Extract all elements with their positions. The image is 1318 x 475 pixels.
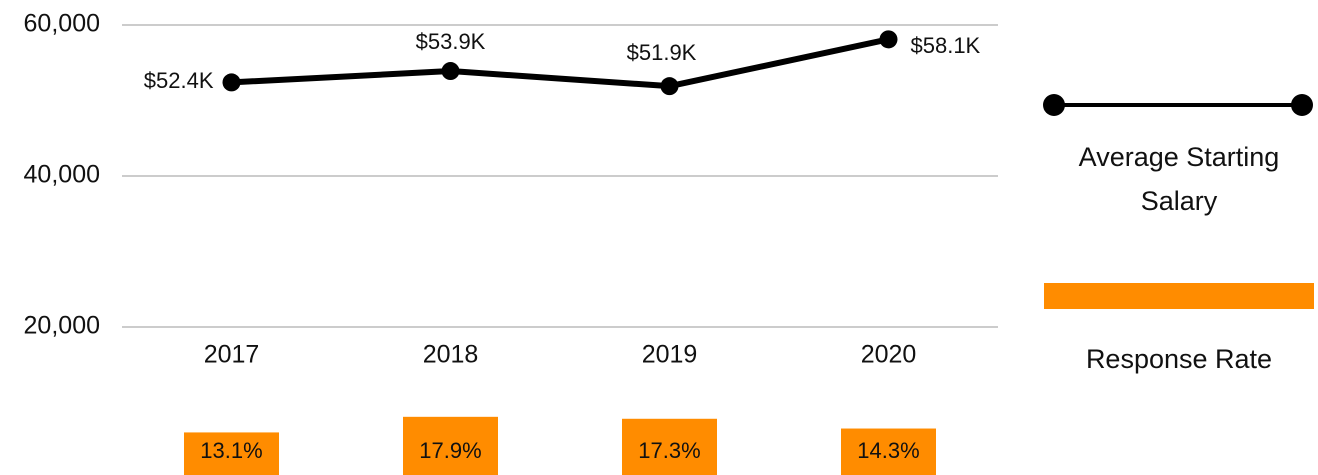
bar (622, 418, 717, 475)
point (441, 62, 460, 81)
x-tick-label: 2017 (204, 341, 260, 369)
legend-swatch (1044, 283, 1314, 309)
legend-label: Response Rate (1085, 344, 1273, 374)
data-label: 14.3% (857, 438, 919, 463)
point (222, 73, 241, 92)
x-tick-label: 2018 (423, 341, 479, 369)
y-tick-label: 20,000 (24, 312, 100, 340)
x-tick-label: 2019 (642, 341, 698, 369)
data-label: $58.1K (911, 33, 981, 58)
bar (403, 416, 498, 475)
data-label: $51.9K (627, 40, 697, 65)
y-tick-label: 60,000 (24, 10, 100, 38)
data-label: 17.9% (419, 438, 481, 463)
data-label: $53.9K (416, 29, 486, 54)
legend-marker (1291, 94, 1313, 116)
legend-marker (1043, 94, 1065, 116)
legend-label: Average Starting Salary (1078, 142, 1280, 216)
point (660, 77, 679, 96)
data-label: 13.1% (200, 438, 262, 463)
point (879, 30, 898, 49)
bar (184, 432, 279, 475)
x-tick-label: 2020 (861, 341, 917, 369)
bar (841, 428, 936, 475)
data-label: 17.3% (638, 438, 700, 463)
y-tick-label: 40,000 (24, 161, 100, 189)
salary-line (231, 36, 890, 90)
data-label: $52.4K (144, 68, 214, 93)
